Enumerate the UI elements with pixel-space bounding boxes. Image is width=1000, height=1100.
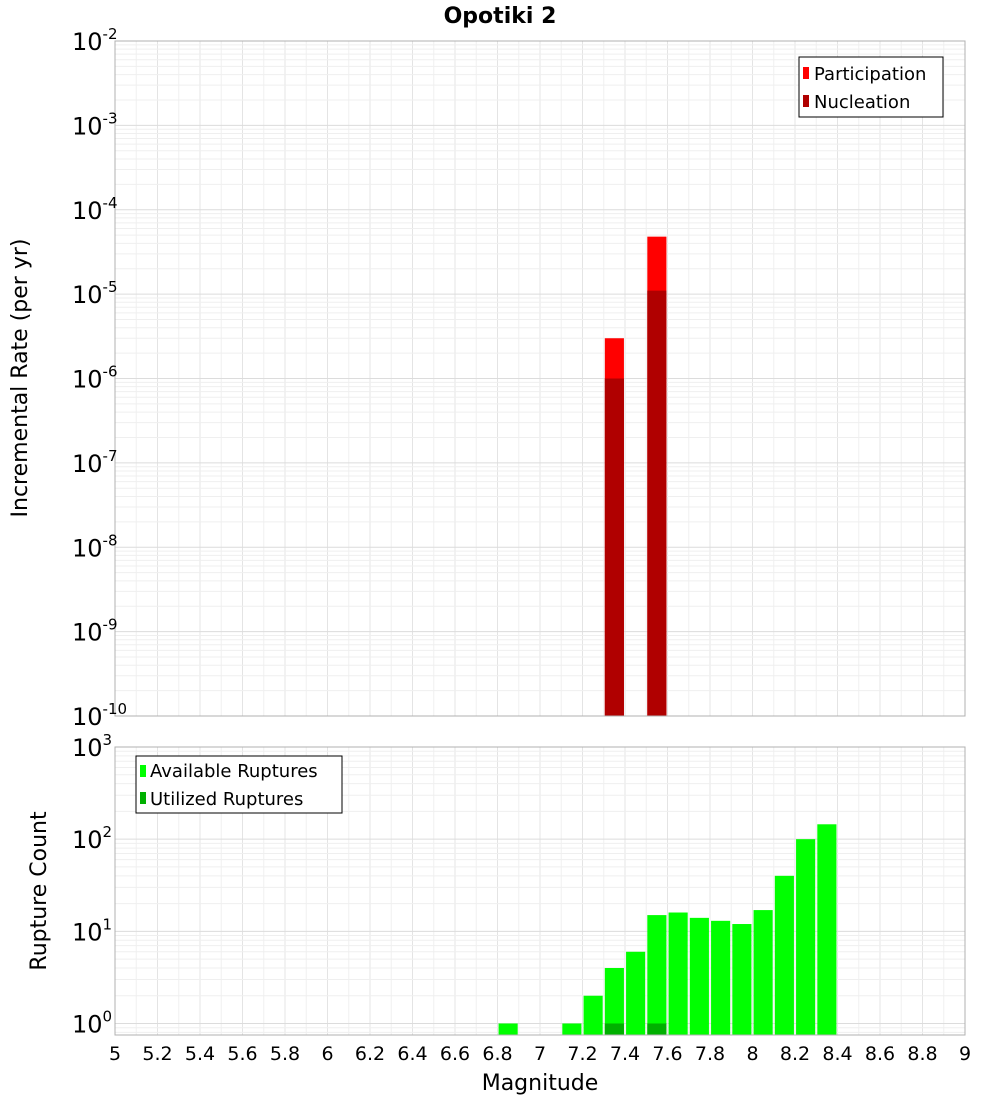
bar-series-1 [689, 917, 709, 1035]
bar-series-2 [604, 1023, 624, 1035]
bar-series-1 [647, 915, 667, 1035]
bottom-legend-box [135, 755, 343, 814]
x-tick-label: 8.2 [780, 1043, 810, 1065]
bar-series-2 [647, 290, 667, 716]
bar-series-1 [583, 995, 603, 1035]
y-tick-label: 102 [72, 823, 112, 854]
bar-series-1 [668, 912, 688, 1035]
top-bars [604, 236, 667, 716]
legend-label-utilized: Utilized Ruptures [150, 789, 303, 810]
bottom-y-axis-label: Rupture Count [27, 811, 52, 971]
y-tick-label: 10-5 [72, 278, 118, 309]
x-tick-label: 5.6 [227, 1043, 257, 1065]
x-tick-label: 6.8 [482, 1043, 512, 1065]
x-axis-label: Magnitude [482, 1071, 599, 1096]
bar-series-1 [626, 951, 646, 1035]
y-tick-label: 10-3 [72, 109, 118, 140]
top-plot-border [114, 40, 966, 717]
legend-label-participation: Participation [814, 64, 926, 85]
x-tick-label: 7.8 [695, 1043, 725, 1065]
bar-series-1 [711, 920, 731, 1035]
top-legend-box [798, 56, 944, 118]
x-tick-label: 5.4 [185, 1043, 215, 1065]
top-grid [114, 40, 966, 717]
y-tick-label: 100 [72, 1007, 112, 1038]
legend-swatch-utilized [140, 792, 146, 804]
bar-series-1 [732, 924, 752, 1035]
x-tick-label: 9 [959, 1043, 971, 1065]
bar-series-1 [604, 967, 624, 1035]
y-tick-label: 10-8 [72, 531, 118, 562]
legend-swatch-available [140, 765, 146, 777]
x-tick-label: 7.2 [567, 1043, 597, 1065]
x-tick-label: 7.4 [610, 1043, 640, 1065]
bar-series-2 [647, 1023, 667, 1035]
top-legend: Participation Nucleation [798, 56, 944, 118]
bottom-legend: Available Ruptures Utilized Ruptures [135, 755, 343, 814]
bottom-y-tick-labels: 100 101 102 103 [72, 731, 112, 1038]
bar-series-1 [753, 910, 773, 1035]
x-tick-label: 6.6 [440, 1043, 470, 1065]
bar-series-1 [562, 1023, 582, 1035]
x-tick-label: 8.8 [907, 1043, 937, 1065]
x-tick-label: 5 [109, 1043, 121, 1065]
x-tick-label: 8 [746, 1043, 758, 1065]
legend-swatch-nucleation [803, 95, 809, 107]
bar-series-1 [774, 875, 794, 1035]
legend-label-nucleation: Nucleation [814, 92, 910, 113]
bottom-panel: 100 101 102 103 5 5.2 5.4 5.6 5.8 6 6.2 6.4 6.6 6.8 7… [27, 731, 971, 1096]
x-tick-label: 7 [534, 1043, 546, 1065]
bar-series-1 [817, 824, 837, 1035]
y-tick-label: 10-9 [72, 616, 118, 647]
x-tick-label: 5.2 [142, 1043, 172, 1065]
bottom-plot-border [114, 746, 966, 1036]
x-tick-label: 7.6 [652, 1043, 682, 1065]
x-tick-label: 8.6 [865, 1043, 895, 1065]
bottom-bars [498, 824, 837, 1035]
y-tick-label: 10-6 [72, 363, 118, 394]
y-tick-label: 10-7 [72, 447, 118, 478]
x-tick-label: 6 [321, 1043, 333, 1065]
y-tick-label: 10-4 [72, 194, 118, 225]
x-tick-label: 8.4 [822, 1043, 852, 1065]
legend-swatch-participation [803, 67, 809, 79]
top-y-axis-label: Incremental Rate (per yr) [8, 239, 33, 518]
top-panel: 10-10 10-9 10-8 10-7 10-6 10-5 10-4 10-3 10-2 In… [8, 25, 966, 731]
x-tick-label: 5.8 [270, 1043, 300, 1065]
y-tick-label: 10-2 [72, 25, 118, 56]
chart-title: Opotiki 2 [444, 4, 557, 29]
y-tick-label: 103 [72, 731, 112, 762]
bar-series-1 [796, 839, 816, 1035]
bar-series-2 [604, 378, 624, 716]
y-tick-label: 10-10 [72, 700, 127, 731]
bar-series-1 [498, 1023, 518, 1035]
y-tick-label: 101 [72, 915, 112, 946]
x-tick-label: 6.4 [397, 1043, 427, 1065]
x-tick-labels: 5 5.2 5.4 5.6 5.8 6 6.2 6.4 6.6 6.8 7 7.2 7.4 7.6 7.8 8… [109, 1043, 971, 1065]
legend-label-available: Available Ruptures [150, 761, 318, 782]
top-y-tick-labels: 10-10 10-9 10-8 10-7 10-6 10-5 10-4 10-3 10-2 [72, 25, 127, 731]
x-tick-label: 6.2 [355, 1043, 385, 1065]
